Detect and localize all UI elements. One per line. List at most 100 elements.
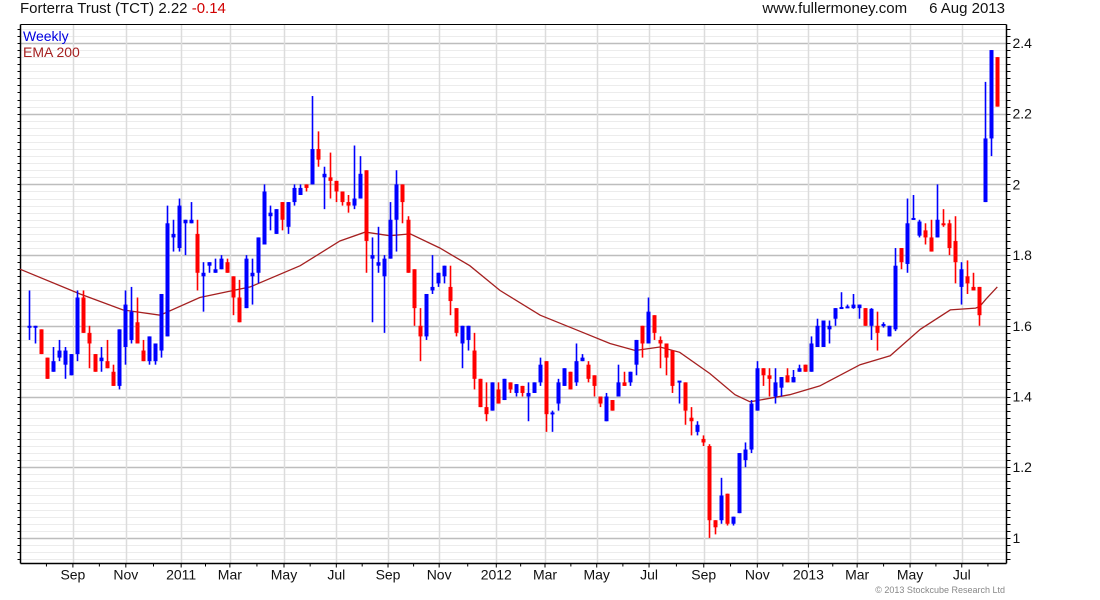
candle [604, 392, 609, 422]
candle-body [370, 255, 375, 259]
candle [977, 286, 982, 326]
x-tick-label: May [897, 567, 923, 583]
candle [532, 382, 537, 393]
candle-body [171, 233, 176, 238]
candle-body [592, 375, 597, 386]
candle-body [111, 371, 116, 386]
candle-body [412, 269, 417, 309]
candle [117, 329, 122, 390]
chart-date: 6 Aug 2013 [929, 0, 1005, 17]
candle [851, 293, 856, 309]
candle-body [827, 325, 832, 330]
candle-body [436, 272, 441, 284]
copyright: © 2013 Stockcube Research Ltd [875, 585, 1005, 595]
candle [436, 272, 441, 287]
candle [93, 354, 98, 372]
candle-body [947, 223, 952, 249]
candle [677, 380, 682, 404]
candle-body [869, 308, 874, 326]
candle-body [574, 361, 579, 383]
candle [562, 368, 567, 386]
x-tick-label: Mar [218, 567, 242, 583]
candle [556, 378, 561, 411]
candle [63, 347, 68, 379]
candle [941, 209, 946, 227]
candle-body [292, 187, 297, 203]
candle-body [213, 269, 218, 273]
candle-body [683, 382, 688, 411]
candle-body [388, 219, 393, 259]
candle-body [250, 272, 255, 277]
candle-body [334, 180, 339, 192]
candle [610, 400, 615, 411]
candle-body [129, 311, 134, 340]
candle-body [454, 308, 459, 333]
candle [863, 308, 868, 326]
candle [737, 453, 742, 514]
candle-body [845, 306, 850, 309]
candle-body [39, 329, 44, 355]
candle [538, 357, 543, 386]
candle [586, 361, 591, 383]
candle-body [460, 325, 465, 344]
candle [833, 308, 838, 326]
candle [719, 477, 724, 524]
candle [370, 237, 375, 323]
candle [195, 219, 200, 291]
candle-body [237, 297, 242, 323]
candle-body [767, 375, 772, 379]
candle-body [352, 198, 357, 206]
candle-body [478, 378, 483, 408]
candle [725, 493, 730, 526]
candle [33, 325, 38, 344]
candle [755, 361, 760, 411]
candle [664, 343, 669, 376]
candle [658, 336, 663, 369]
candle-body [586, 364, 591, 379]
candle-body [628, 371, 633, 383]
candle [322, 166, 327, 210]
candle-body [225, 262, 230, 273]
candle [713, 520, 718, 535]
candle [340, 191, 345, 206]
candle [911, 195, 916, 220]
candle [971, 272, 976, 291]
site-link[interactable]: www.fullermoney.com [762, 0, 908, 17]
candle [364, 170, 369, 273]
candle-body [983, 138, 988, 203]
candle-body [87, 332, 92, 344]
candle [81, 290, 86, 333]
candle [689, 407, 694, 436]
candle [959, 262, 964, 305]
candle [334, 180, 339, 203]
y-tick-label: 1.8 [1013, 247, 1033, 263]
candle-body [839, 307, 844, 310]
candle-body [57, 350, 62, 358]
candle-body [81, 297, 86, 333]
candle [508, 382, 513, 393]
candle-body [707, 445, 712, 521]
candle-body [725, 493, 730, 524]
candle-body [701, 438, 706, 443]
candle [520, 385, 525, 397]
candle-body [959, 269, 964, 287]
candle [989, 50, 994, 157]
candle [424, 293, 429, 340]
candle-body [310, 149, 315, 185]
candle-body [833, 308, 838, 319]
candle-body [658, 339, 663, 344]
candle [815, 318, 820, 348]
candle-body [815, 325, 820, 348]
candle [628, 371, 633, 386]
candle [189, 202, 194, 224]
candle [779, 377, 784, 397]
grid [20, 24, 1007, 564]
candle-body [989, 50, 994, 139]
x-tick-label: Sep [376, 567, 401, 583]
candle-body [640, 325, 645, 344]
candle-body [346, 202, 351, 206]
candle-body [899, 248, 904, 263]
candle-body [219, 258, 224, 270]
candle [75, 290, 80, 362]
candle [592, 375, 597, 397]
